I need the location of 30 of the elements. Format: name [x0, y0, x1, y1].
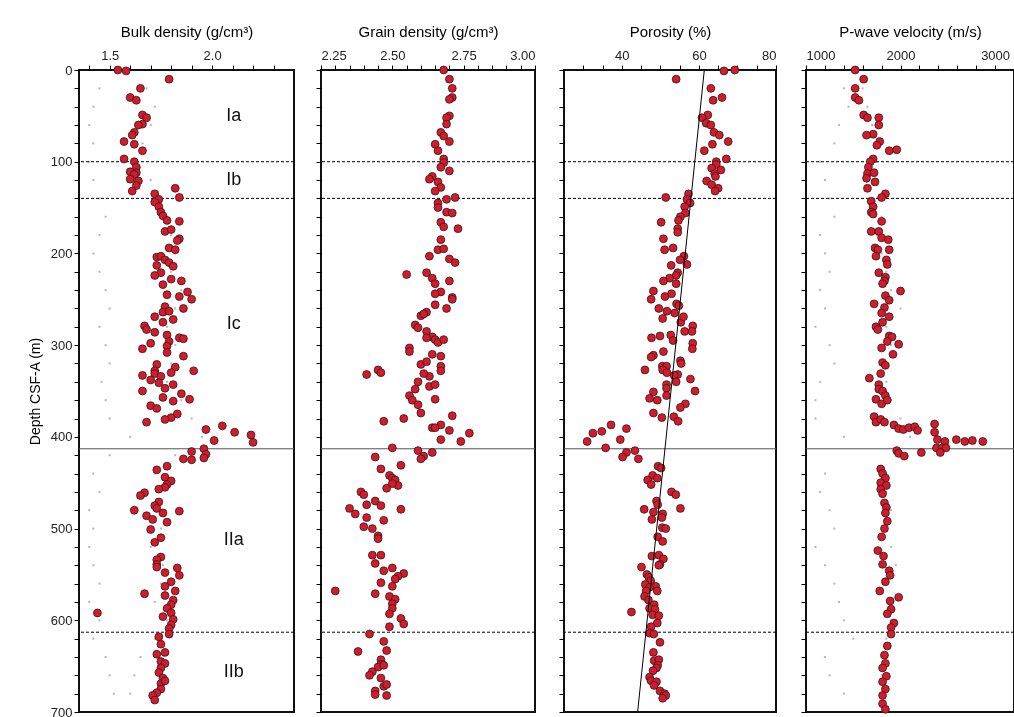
annotation: Ic — [226, 312, 241, 333]
y-tick-label: 700 — [50, 704, 73, 717]
y-axis-title: Depth CSF-A (m) — [26, 337, 43, 446]
x-tick-label: 1.5 — [101, 47, 120, 63]
y-tick-label: 500 — [50, 521, 73, 537]
x-tick-label: 3.00 — [510, 47, 536, 63]
x-tick-label: 2.0 — [203, 47, 222, 63]
y-tick-label: 300 — [50, 337, 73, 353]
y-tick-label: 0 — [65, 62, 73, 78]
x-tick-label: 3000 — [981, 47, 1011, 63]
y-tick-label: 400 — [50, 429, 73, 445]
annotation: Ib — [226, 169, 242, 190]
x-tick-label: 40 — [615, 47, 630, 63]
y-tick-label: 600 — [50, 612, 73, 628]
x-tick-label: 2.50 — [380, 47, 406, 63]
annotation: IIb — [223, 661, 244, 682]
x-tick-label: 2.75 — [451, 47, 477, 63]
y-tick-label: 100 — [50, 154, 73, 170]
x-tick-label: 60 — [692, 47, 707, 63]
x-tick-label: 80 — [762, 47, 777, 63]
x-tick-label: 2.25 — [321, 47, 347, 63]
x-axis-title: Bulk density (g/cm³) — [120, 22, 254, 40]
x-axis-title: P-wave velocity (m/s) — [839, 22, 982, 40]
x-axis-title: Porosity (%) — [629, 22, 712, 40]
x-axis-title: Grain density (g/cm³) — [358, 22, 499, 40]
annotation: IIa — [223, 529, 245, 550]
x-tick-label: 1000 — [806, 47, 836, 63]
x-tick-label: 2000 — [886, 47, 916, 63]
annotation: Ia — [226, 104, 243, 125]
y-tick-label: 200 — [50, 245, 73, 261]
